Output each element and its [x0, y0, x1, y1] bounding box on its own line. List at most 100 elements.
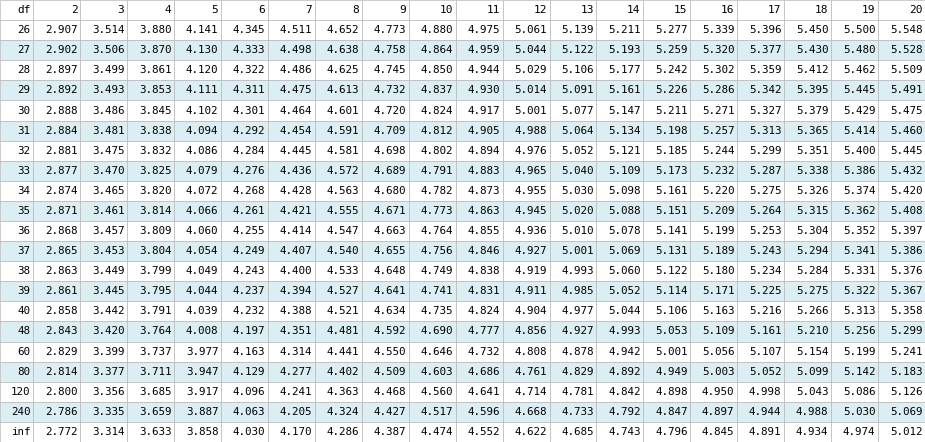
Text: 4.663: 4.663 — [374, 226, 406, 236]
Bar — [409, 402, 456, 422]
Bar — [456, 342, 502, 362]
Bar — [784, 181, 832, 201]
Bar — [597, 0, 644, 20]
Text: 5.376: 5.376 — [890, 266, 922, 276]
Bar — [268, 422, 315, 442]
Bar — [362, 281, 409, 301]
Bar — [362, 261, 409, 281]
Text: 5.358: 5.358 — [890, 306, 922, 316]
Bar — [737, 221, 784, 241]
Text: 2.892: 2.892 — [45, 85, 78, 95]
Bar — [221, 261, 268, 281]
Bar — [362, 40, 409, 60]
Text: 13: 13 — [580, 5, 594, 15]
Text: 4.741: 4.741 — [420, 286, 453, 296]
Bar — [174, 422, 221, 442]
Text: 4.689: 4.689 — [374, 166, 406, 176]
Text: 5.211: 5.211 — [608, 25, 641, 35]
Text: 5.142: 5.142 — [843, 367, 875, 377]
Bar — [409, 241, 456, 261]
Bar — [268, 281, 315, 301]
Text: 5.275: 5.275 — [749, 186, 782, 196]
Text: 27: 27 — [18, 45, 31, 55]
Text: 2.884: 2.884 — [45, 126, 78, 136]
Text: 4.591: 4.591 — [327, 126, 359, 136]
Bar — [690, 241, 737, 261]
Bar — [174, 60, 221, 80]
Text: 5.338: 5.338 — [796, 166, 829, 176]
Text: 3.461: 3.461 — [92, 206, 124, 216]
Bar — [362, 402, 409, 422]
Bar — [409, 201, 456, 221]
Text: 4.975: 4.975 — [467, 25, 500, 35]
Bar — [832, 221, 878, 241]
Text: 5.069: 5.069 — [890, 407, 922, 417]
Text: 5.242: 5.242 — [655, 65, 687, 75]
Bar — [314, 181, 362, 201]
Text: 5.277: 5.277 — [655, 25, 687, 35]
Text: 5.161: 5.161 — [655, 186, 687, 196]
Text: 4.402: 4.402 — [327, 367, 359, 377]
Text: 4.959: 4.959 — [467, 45, 500, 55]
Text: 5.029: 5.029 — [514, 65, 547, 75]
Bar — [268, 181, 315, 201]
Bar — [549, 100, 597, 121]
Text: 5.001: 5.001 — [561, 246, 594, 256]
Bar — [0, 100, 33, 121]
Bar — [832, 0, 878, 20]
Bar — [409, 221, 456, 241]
Text: 5.509: 5.509 — [890, 65, 922, 75]
Bar — [737, 100, 784, 121]
Text: 4.944: 4.944 — [467, 65, 500, 75]
Text: 15: 15 — [674, 5, 687, 15]
Text: 4.540: 4.540 — [327, 246, 359, 256]
Text: 4.414: 4.414 — [279, 226, 312, 236]
Text: 5.359: 5.359 — [749, 65, 782, 75]
Text: 5: 5 — [212, 5, 218, 15]
Text: 4.563: 4.563 — [327, 186, 359, 196]
Bar — [832, 201, 878, 221]
Text: 9: 9 — [400, 5, 406, 15]
Text: 2.843: 2.843 — [45, 327, 78, 336]
Text: 5.001: 5.001 — [655, 347, 687, 357]
Text: 4.129: 4.129 — [233, 367, 265, 377]
Bar — [644, 221, 690, 241]
Text: 14: 14 — [627, 5, 641, 15]
Bar — [878, 60, 925, 80]
Bar — [314, 0, 362, 20]
Bar — [362, 141, 409, 161]
Bar — [33, 221, 80, 241]
Text: 5.408: 5.408 — [890, 206, 922, 216]
Bar — [174, 402, 221, 422]
Text: 4.878: 4.878 — [561, 347, 594, 357]
Bar — [690, 80, 737, 100]
Text: 4.944: 4.944 — [749, 407, 782, 417]
Text: 5.397: 5.397 — [890, 226, 922, 236]
Text: 4.837: 4.837 — [420, 85, 453, 95]
Text: 4.603: 4.603 — [420, 367, 453, 377]
Text: 29: 29 — [18, 85, 31, 95]
Text: 2.858: 2.858 — [45, 306, 78, 316]
Text: 5.173: 5.173 — [655, 166, 687, 176]
Bar — [690, 382, 737, 402]
Bar — [549, 141, 597, 161]
Bar — [690, 221, 737, 241]
Text: 4.311: 4.311 — [233, 85, 265, 95]
Bar — [314, 261, 362, 281]
Text: 3.420: 3.420 — [92, 327, 124, 336]
Bar — [878, 301, 925, 321]
Text: 4.782: 4.782 — [420, 186, 453, 196]
Text: 2.868: 2.868 — [45, 226, 78, 236]
Text: 4.641: 4.641 — [467, 387, 500, 397]
Bar — [784, 342, 832, 362]
Text: 120: 120 — [11, 387, 31, 397]
Bar — [268, 80, 315, 100]
Text: 17: 17 — [768, 5, 782, 15]
Text: 5.320: 5.320 — [702, 45, 734, 55]
Bar — [80, 321, 127, 342]
Bar — [784, 141, 832, 161]
Bar — [597, 362, 644, 382]
Text: 4.720: 4.720 — [374, 106, 406, 115]
Bar — [456, 20, 502, 40]
Bar — [832, 321, 878, 342]
